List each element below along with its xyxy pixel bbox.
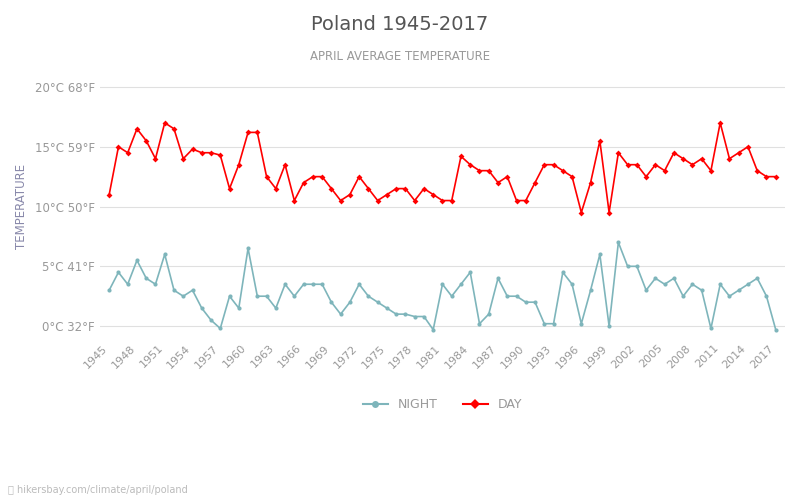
Text: APRIL AVERAGE TEMPERATURE: APRIL AVERAGE TEMPERATURE	[310, 50, 490, 63]
NIGHT	[253, 293, 262, 299]
Y-axis label: TEMPERATURE: TEMPERATURE	[15, 164, 28, 249]
DAY	[577, 210, 586, 216]
NIGHT	[697, 287, 706, 293]
Text: 📍 hikersbay.com/climate/april/poland: 📍 hikersbay.com/climate/april/poland	[8, 485, 188, 495]
NIGHT	[614, 240, 623, 246]
DAY	[336, 198, 346, 203]
NIGHT	[771, 326, 781, 332]
NIGHT	[725, 293, 734, 299]
NIGHT	[678, 293, 688, 299]
DAY	[104, 192, 114, 198]
DAY	[697, 156, 706, 162]
NIGHT	[447, 293, 457, 299]
Text: Poland 1945-2017: Poland 1945-2017	[311, 15, 489, 34]
DAY	[725, 156, 734, 162]
NIGHT	[326, 299, 336, 305]
Line: DAY: DAY	[107, 120, 778, 214]
DAY	[678, 156, 688, 162]
NIGHT	[104, 287, 114, 293]
Line: NIGHT: NIGHT	[107, 240, 778, 332]
DAY	[262, 174, 271, 180]
Legend: NIGHT, DAY: NIGHT, DAY	[358, 393, 527, 416]
DAY	[160, 120, 170, 126]
NIGHT	[429, 326, 438, 332]
DAY	[447, 198, 457, 203]
DAY	[771, 174, 781, 180]
